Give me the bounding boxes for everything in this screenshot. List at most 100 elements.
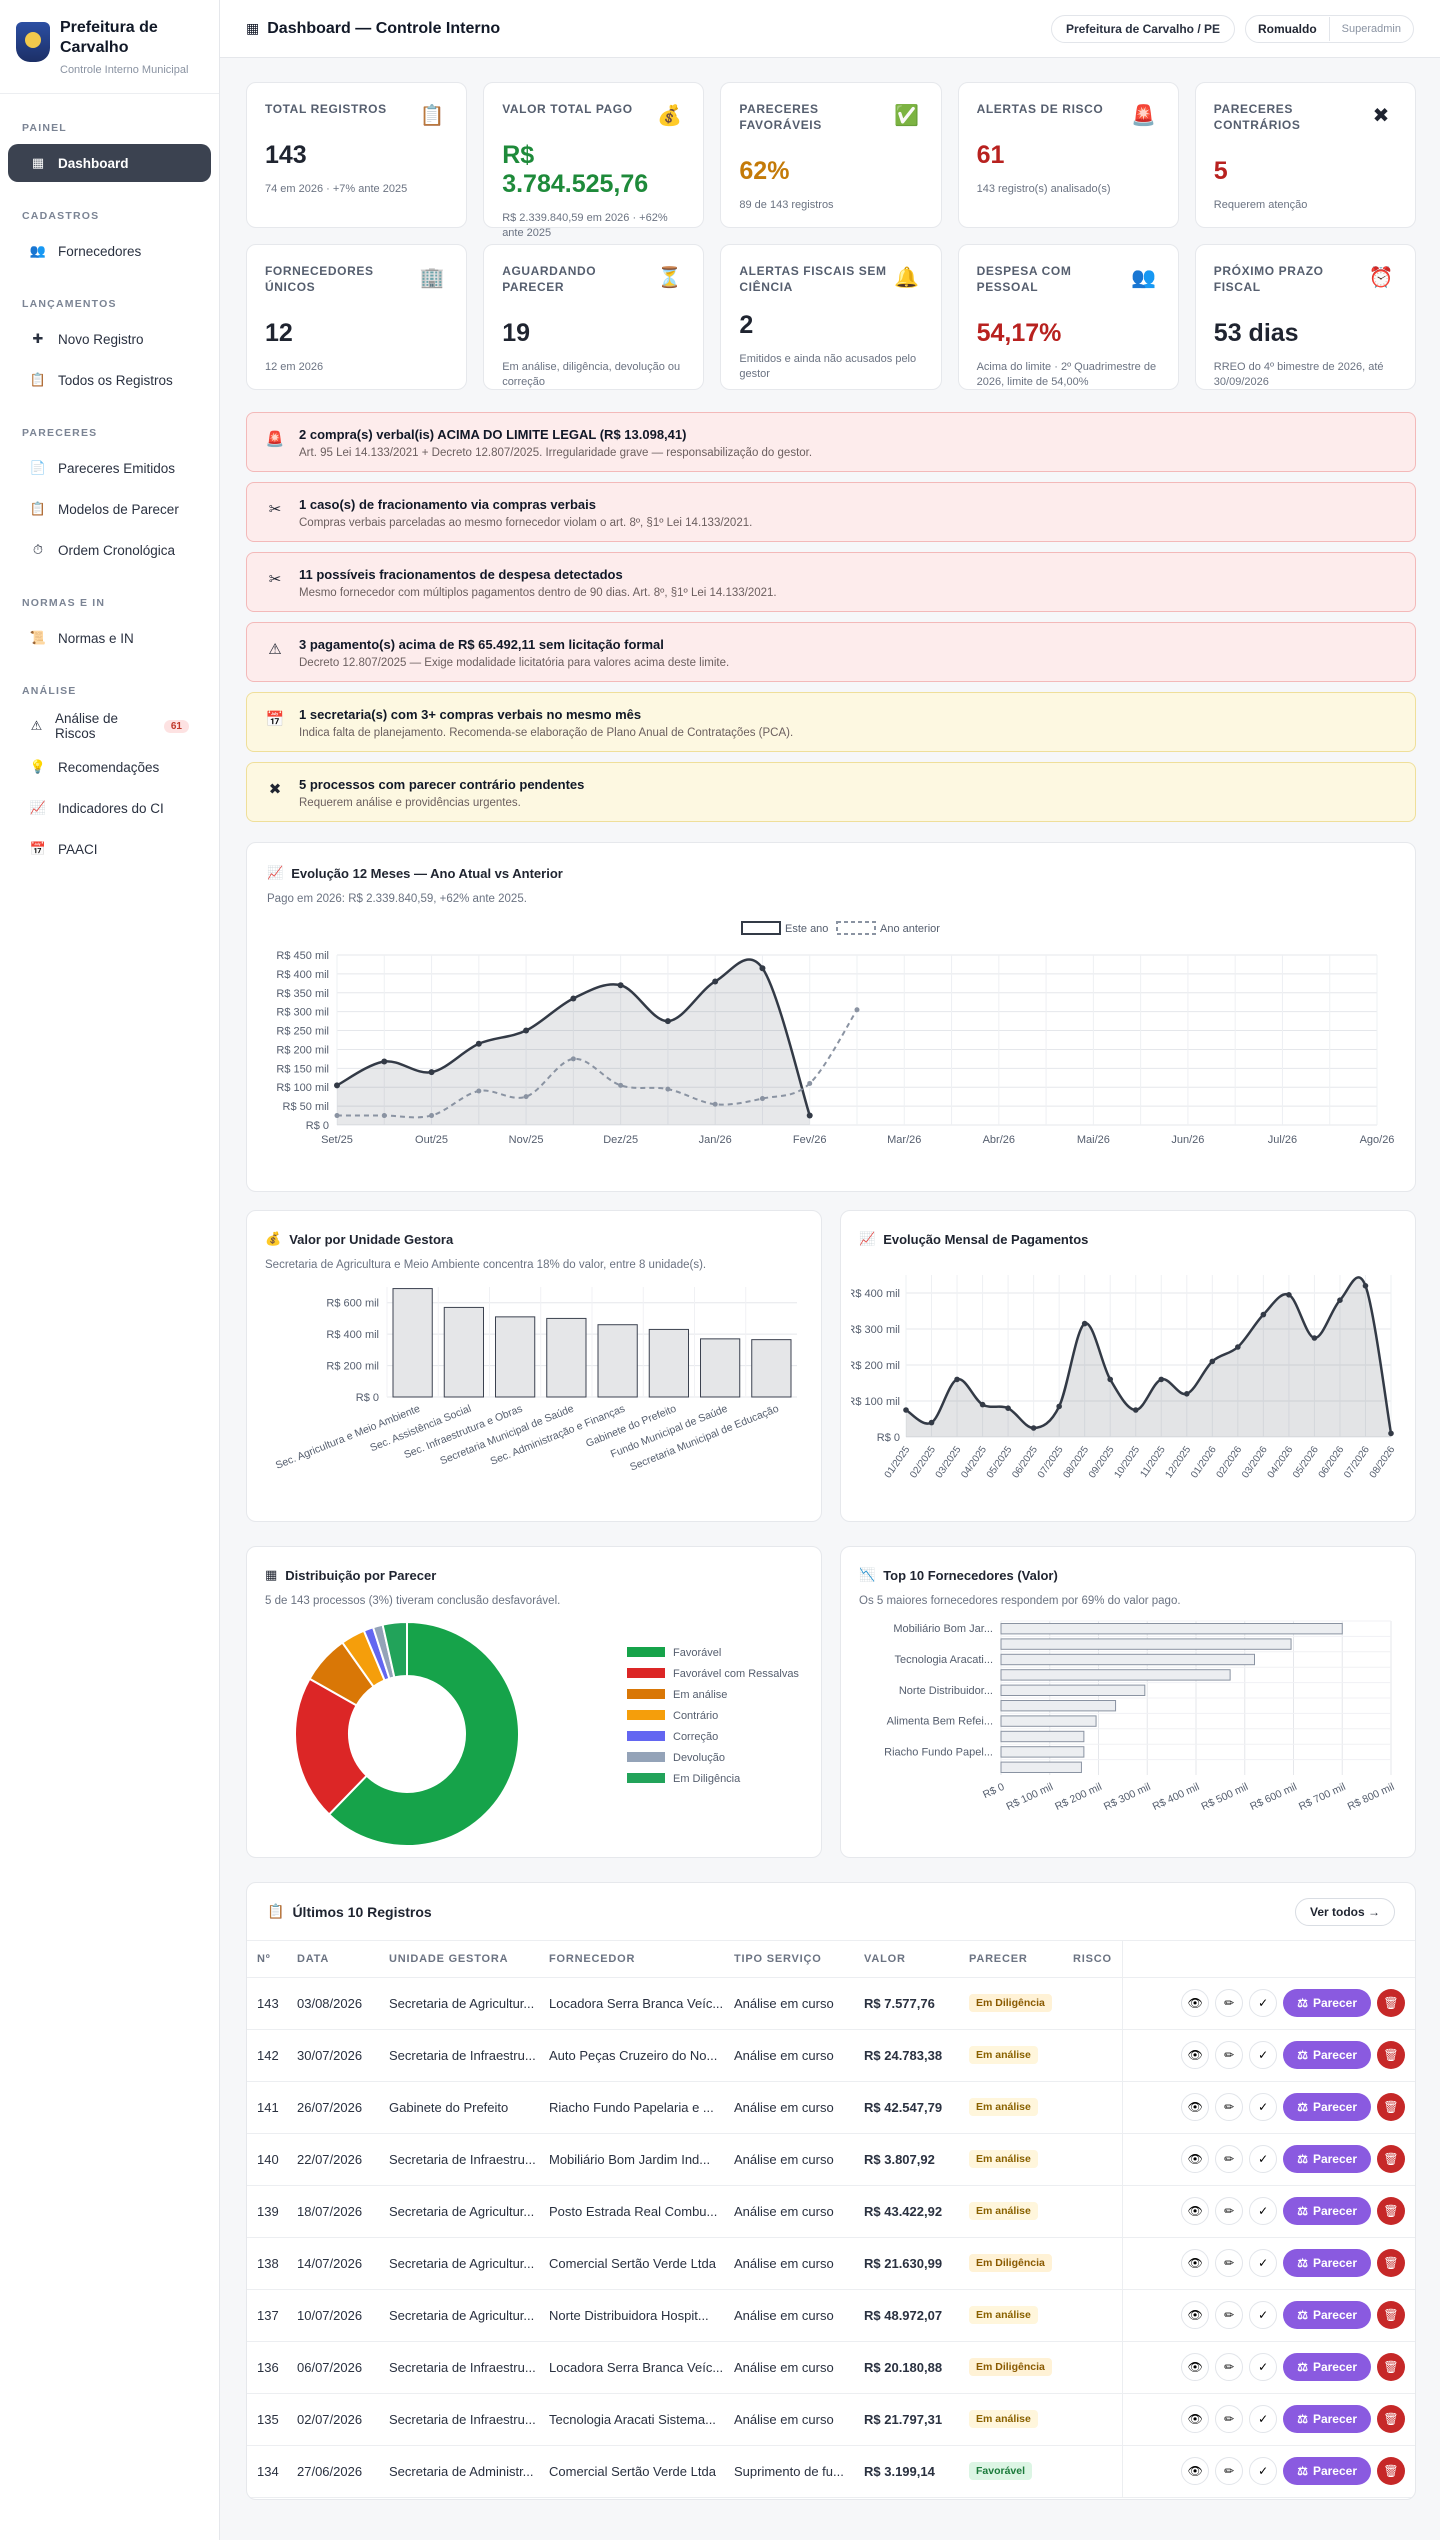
view-button[interactable]: 👁 <box>1181 2093 1210 2121</box>
kpi-card[interactable]: FORNECEDORES ÚNICOS 🏢 12 12 em 2026 <box>246 244 468 390</box>
kpi-card[interactable]: ALERTAS DE RISCO 🚨 61 143 registro(s) anali… <box>957 82 1179 228</box>
data-point[interactable] <box>665 1086 671 1092</box>
data-point[interactable] <box>664 1018 671 1025</box>
sidebar-item-recomendações[interactable]: 💡 Recomendações <box>8 748 211 786</box>
sidebar-item-novo-registro[interactable]: ✚ Novo Registro <box>8 320 211 358</box>
data-point[interactable] <box>979 1401 986 1408</box>
edit-button[interactable]: ✏ <box>1215 2197 1244 2225</box>
table-row[interactable]: 136 06/07/2026 Secretaria de Infraestru...… <box>247 2341 1415 2394</box>
data-point[interactable] <box>1235 1344 1241 1350</box>
sidebar-item-modelos-de-parecer[interactable]: 📋 Modelos de Parecer <box>8 490 211 528</box>
data-point[interactable] <box>381 1058 388 1065</box>
data-point[interactable] <box>928 1419 935 1426</box>
user-menu[interactable]: Romualdo Superadmin <box>1245 14 1414 43</box>
data-point[interactable] <box>334 1082 340 1089</box>
bar[interactable] <box>1000 1653 1255 1666</box>
delete-button[interactable]: 🗑 <box>1377 2301 1405 2329</box>
kpi-card[interactable]: PARECERES FAVORÁVEIS ✅ 62% 89 de 143 regist… <box>720 82 942 228</box>
table-row[interactable]: 141 26/07/2026 Gabinete do Prefeito Riacho … <box>247 2081 1415 2134</box>
bar[interactable] <box>1000 1746 1085 1758</box>
data-point[interactable] <box>1132 1407 1139 1413</box>
sidebar-item-fornecedores[interactable]: 👥 Fornecedores <box>8 232 211 270</box>
data-point[interactable] <box>759 965 766 972</box>
data-point[interactable] <box>1107 1376 1114 1383</box>
bar[interactable] <box>1000 1761 1082 1774</box>
data-point[interactable] <box>1005 1405 1011 1411</box>
delete-button[interactable]: 🗑 <box>1377 2093 1405 2121</box>
data-point[interactable] <box>854 1007 860 1013</box>
parecer-button[interactable]: ⚖ Parecer <box>1283 2353 1371 2381</box>
data-point[interactable] <box>1081 1320 1088 1327</box>
delete-button[interactable]: 🗑 <box>1377 2405 1405 2433</box>
alert-banner[interactable]: ✂ 11 possíveis fracionamentos de despesa … <box>246 552 1416 612</box>
data-point[interactable] <box>523 1027 530 1034</box>
data-point[interactable] <box>1209 1358 1216 1365</box>
delete-button[interactable]: 🗑 <box>1377 2145 1405 2173</box>
bar[interactable] <box>1000 1684 1146 1696</box>
edit-button[interactable]: ✏ <box>1215 2249 1244 2277</box>
data-point[interactable] <box>1362 1283 1369 1289</box>
alert-banner[interactable]: 🚨 2 compra(s) verbal(is) ACIMA DO LIMITE … <box>246 412 1416 472</box>
view-button[interactable]: 👁 <box>1181 2197 1210 2225</box>
table-row[interactable]: 143 03/08/2026 Secretaria de Agricultur...… <box>247 1977 1415 2030</box>
kpi-card[interactable]: PARECERES CONTRÁRIOS ✖ 5 Requerem atenção <box>1194 82 1416 228</box>
data-point[interactable] <box>617 982 624 989</box>
data-point[interactable] <box>570 995 577 1002</box>
view-button[interactable]: 👁 <box>1181 2041 1210 2069</box>
data-point[interactable] <box>903 1407 909 1413</box>
parecer-button[interactable]: ⚖ Parecer <box>1283 2301 1371 2329</box>
approve-button[interactable]: ✓ <box>1249 2405 1278 2433</box>
view-button[interactable]: 👁 <box>1181 2457 1210 2485</box>
kpi-card[interactable]: AGUARDANDO PARECER ⏳ 19 Em análise, diligên… <box>483 244 705 390</box>
bar[interactable] <box>1000 1638 1292 1650</box>
table-row[interactable]: 135 02/07/2026 Secretaria de Infraestru...… <box>247 2393 1415 2446</box>
data-point[interactable] <box>1286 1292 1292 1298</box>
data-point[interactable] <box>807 1080 813 1086</box>
alert-banner[interactable]: ✂ 1 caso(s) de fracionamento via compras … <box>246 482 1416 542</box>
view-button[interactable]: 👁 <box>1181 2301 1210 2329</box>
sidebar-item-ordem-cronológica[interactable]: ⏱ Ordem Cronológica <box>8 531 211 569</box>
kpi-card[interactable]: DESPESA COM PESSOAL 👥 54,17% Acima do limit… <box>957 244 1179 390</box>
view-button[interactable]: 👁 <box>1181 2145 1210 2173</box>
bar[interactable] <box>700 1338 741 1398</box>
approve-button[interactable]: ✓ <box>1249 2197 1278 2225</box>
sidebar-item-paaci[interactable]: 📅 PAACI <box>8 830 211 868</box>
parecer-button[interactable]: ⚖ Parecer <box>1283 2145 1371 2173</box>
view-button[interactable]: 👁 <box>1181 1989 1210 2017</box>
data-point[interactable] <box>618 1082 624 1088</box>
sidebar-item-pareceres-emitidos[interactable]: 📄 Pareceres Emitidos <box>8 449 211 487</box>
view-button[interactable]: 👁 <box>1181 2353 1210 2381</box>
data-point[interactable] <box>475 1040 482 1047</box>
table-row[interactable]: 137 10/07/2026 Secretaria de Agricultur...… <box>247 2289 1415 2342</box>
alert-banner[interactable]: ✖ 5 processos com parecer contrário pende… <box>246 762 1416 822</box>
delete-button[interactable]: 🗑 <box>1377 2197 1405 2225</box>
bar[interactable] <box>495 1316 536 1398</box>
pie-slice[interactable] <box>381 1620 408 1679</box>
approve-button[interactable]: ✓ <box>1249 2457 1278 2485</box>
data-point[interactable] <box>806 1112 813 1119</box>
table-row[interactable]: 139 18/07/2026 Secretaria de Agricultur...… <box>247 2185 1415 2238</box>
edit-button[interactable]: ✏ <box>1215 2301 1244 2329</box>
table-row[interactable]: 138 14/07/2026 Secretaria de Agricultur...… <box>247 2237 1415 2290</box>
delete-button[interactable]: 🗑 <box>1377 1989 1405 2017</box>
parecer-button[interactable]: ⚖ Parecer <box>1283 2197 1371 2225</box>
data-point[interactable] <box>1337 1297 1343 1303</box>
bar[interactable] <box>751 1339 792 1398</box>
data-point[interactable] <box>1260 1311 1267 1318</box>
alert-banner[interactable]: 📅 1 secretaria(s) com 3+ compras verbais … <box>246 692 1416 752</box>
brand[interactable]: Prefeitura de Carvalho Controle Interno … <box>0 0 219 94</box>
parecer-button[interactable]: ⚖ Parecer <box>1283 2405 1371 2433</box>
view-button[interactable]: 👁 <box>1181 2405 1210 2433</box>
approve-button[interactable]: ✓ <box>1249 2041 1278 2069</box>
data-point[interactable] <box>712 1101 718 1107</box>
edit-button[interactable]: ✏ <box>1215 2041 1244 2069</box>
delete-button[interactable]: 🗑 <box>1377 2353 1405 2381</box>
data-point[interactable] <box>1183 1391 1190 1397</box>
data-point[interactable] <box>381 1113 387 1119</box>
pie-slice[interactable] <box>327 1620 520 1847</box>
data-point[interactable] <box>570 1056 576 1062</box>
kpi-card[interactable]: TOTAL REGISTROS 📋 143 74 em 2026 · +7% ante… <box>246 82 468 228</box>
parecer-button[interactable]: ⚖ Parecer <box>1283 2457 1371 2485</box>
bar[interactable] <box>546 1317 587 1398</box>
kpi-card[interactable]: VALOR TOTAL PAGO 💰 R$ 3.784.525,76 R$ 2.339… <box>483 82 705 239</box>
